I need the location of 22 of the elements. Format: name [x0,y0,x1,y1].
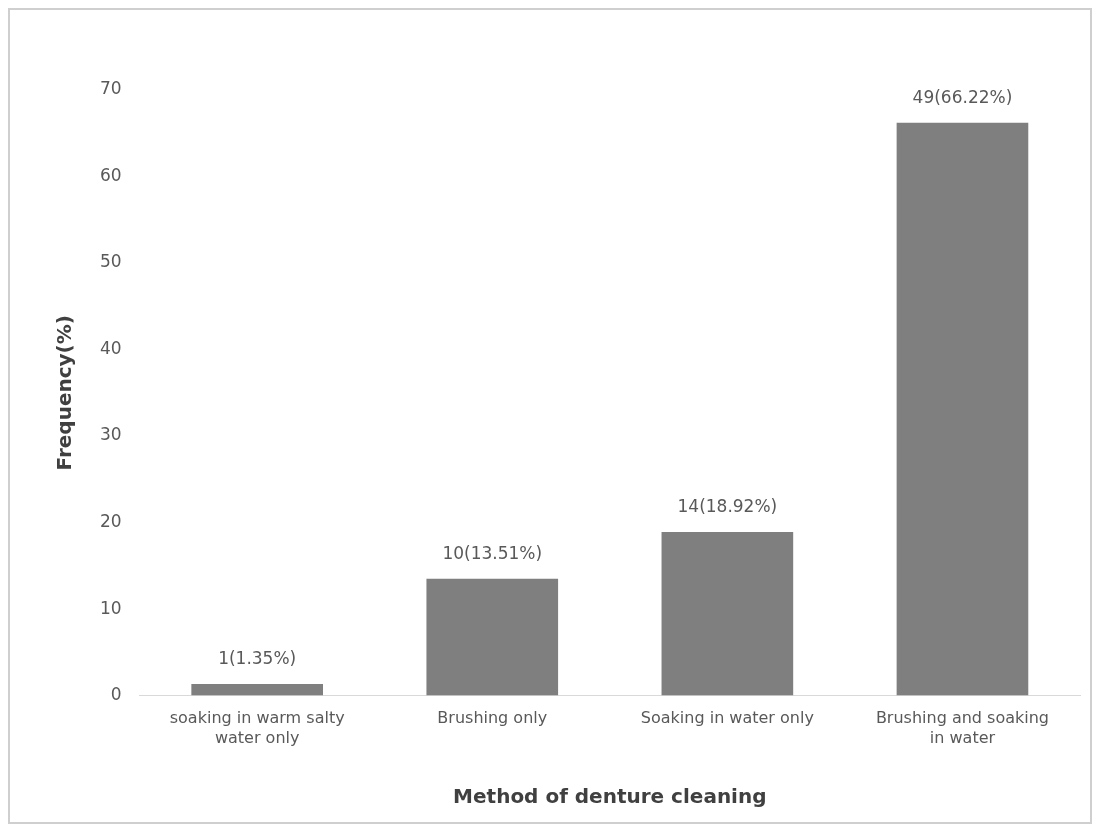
x-tick-label: Brushing only [437,708,548,728]
y-tick-label: 0 [110,684,122,705]
y-tick-label: 10 [99,597,122,618]
data-label: 1(1.35%) [218,647,297,668]
data-label: 14(18.92%) [677,495,778,516]
y-tick-label: 40 [99,337,122,358]
y-tick-label: 70 [99,78,122,99]
y-tick-label: 20 [99,510,122,531]
bar [426,578,559,696]
bar [661,531,794,696]
x-tick-label: soaking in warm salty water only [169,708,345,747]
x-tick-label: Brushing and soaking in water [875,708,1050,747]
data-label: 10(13.51%) [442,542,543,563]
y-tick-label: 50 [99,251,122,272]
bar [896,122,1029,696]
x-tick-label: Soaking in water only [640,708,814,728]
y-axis-title: Frequency(%) [52,315,77,471]
y-tick-label: 30 [99,424,122,445]
x-axis-title: Method of denture cleaning [453,784,767,809]
data-label: 49(66.22%) [912,86,1013,107]
y-tick-label: 60 [99,164,122,185]
bar [191,683,323,696]
